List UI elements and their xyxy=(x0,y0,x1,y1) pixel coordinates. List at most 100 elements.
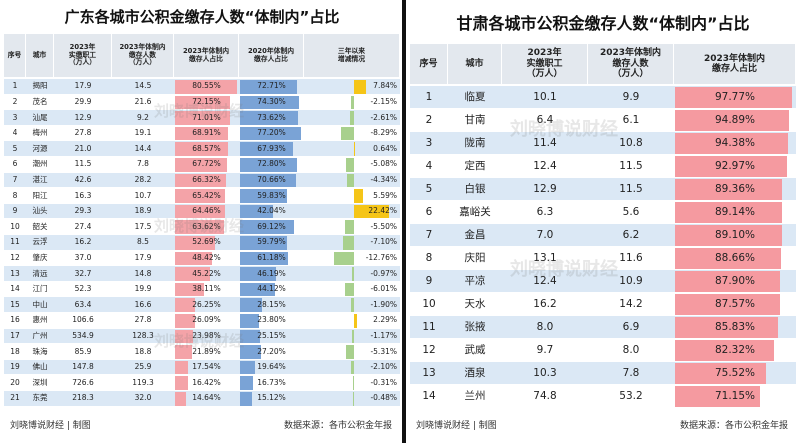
bar xyxy=(353,204,389,219)
table-cell: 江门 xyxy=(32,284,48,294)
table-cell: 88.66% xyxy=(714,252,756,265)
row-background xyxy=(4,391,400,407)
table-cell: 14.2 xyxy=(619,298,643,311)
table-cell: 6.2 xyxy=(622,229,640,242)
table-cell: 14.8 xyxy=(134,268,152,278)
table-cell: 汕尾 xyxy=(32,112,48,122)
table-cell: 32.0 xyxy=(134,393,152,403)
bar xyxy=(175,267,210,281)
table-cell: 61.18% xyxy=(257,253,286,263)
bar xyxy=(175,158,228,172)
table-cell: 11.6 xyxy=(619,252,643,265)
table-cell: -6.01% xyxy=(370,284,397,294)
column-header: 2023年体制内 缴存人数 （万人） xyxy=(588,44,674,84)
bar xyxy=(353,314,358,328)
table-cell: -2.15% xyxy=(370,97,397,107)
column-header: 城市 xyxy=(26,34,54,77)
table-cell: 69.12% xyxy=(257,221,286,231)
table-cell: 82.32% xyxy=(714,344,756,357)
table-cell: 16 xyxy=(10,315,20,325)
table-cell: 15.12% xyxy=(257,393,286,403)
bar xyxy=(350,360,354,375)
row-background xyxy=(4,328,400,345)
table-cell: 5 xyxy=(12,143,18,153)
column-header: 三年以来 增减情况 xyxy=(304,34,400,77)
table-cell: 16.42% xyxy=(192,377,221,387)
table-cell: 22.42% xyxy=(368,206,397,216)
table-cell: 77.20% xyxy=(257,128,286,138)
table-cell: 肇庆 xyxy=(32,253,48,263)
table-cell: -5.50% xyxy=(370,221,397,231)
bar xyxy=(175,126,228,141)
table-cell: 8 xyxy=(12,190,18,200)
table-cell: 89.36% xyxy=(714,183,756,196)
table-cell: 87.90% xyxy=(714,275,756,288)
table-cell: 广州 xyxy=(32,331,48,341)
bar xyxy=(675,294,781,315)
table-cell: 5.59% xyxy=(373,190,397,200)
bar xyxy=(353,392,354,406)
table-cell: 11.5 xyxy=(619,160,643,173)
table-cell: 15 xyxy=(10,299,20,309)
table-cell: 10.9 xyxy=(619,275,643,288)
table-cell: 89.10% xyxy=(714,229,756,242)
bar xyxy=(675,248,782,269)
divider xyxy=(402,0,406,443)
table-cell: 64.46% xyxy=(192,206,221,216)
table-cell: 27.20% xyxy=(257,346,286,356)
table-cell: 38.11% xyxy=(192,284,221,294)
table-cell: 7 xyxy=(425,229,433,242)
table-cell: 12 xyxy=(10,253,20,263)
table-cell: 92.97% xyxy=(714,160,756,173)
table-cell: 1 xyxy=(425,91,433,104)
table-cell: 6.3 xyxy=(536,206,554,219)
table-cell: 12.9 xyxy=(533,183,557,196)
table-cell: 2.29% xyxy=(373,315,397,325)
table-cell: 27.8 xyxy=(74,128,92,138)
bar xyxy=(675,156,787,177)
table-cell: 147.8 xyxy=(72,362,94,372)
table-cell: 深圳 xyxy=(32,377,48,387)
table-cell: 4 xyxy=(12,128,18,138)
table-cell: 12 xyxy=(422,344,436,357)
table-cell: 6 xyxy=(12,159,18,169)
column-header: 序号 xyxy=(410,44,448,84)
bar xyxy=(675,133,789,154)
table-cell: -2.10% xyxy=(370,362,397,372)
row-background xyxy=(4,375,400,391)
bar xyxy=(675,225,782,246)
table-cell: 37.0 xyxy=(74,253,92,263)
table-cell: 14.64% xyxy=(192,393,221,403)
table-cell: 70.66% xyxy=(257,175,286,185)
table-cell: -5.31% xyxy=(370,346,397,356)
table-cell: 11.5 xyxy=(74,159,92,169)
table-cell: 16.2 xyxy=(533,298,557,311)
bar xyxy=(175,392,187,406)
table-cell: 17.54% xyxy=(192,362,221,372)
table-cell: 13 xyxy=(10,268,20,278)
column-header: 2023年体制内 缴存人占比 xyxy=(174,34,239,77)
table-cell: 42.6 xyxy=(74,175,92,185)
table-cell: 23.80% xyxy=(257,315,286,325)
bar xyxy=(675,202,782,223)
bar xyxy=(175,314,196,328)
bar xyxy=(353,80,367,94)
bar xyxy=(175,329,194,344)
table-cell: 11 xyxy=(422,321,436,334)
bar xyxy=(175,360,189,375)
table-cell: 白银 xyxy=(464,183,486,196)
bar xyxy=(175,111,230,125)
table-cell: 29.3 xyxy=(74,206,92,216)
table-cell: 0.64% xyxy=(373,143,397,153)
table-cell: 21 xyxy=(10,393,20,403)
bar xyxy=(675,340,774,361)
table-cell: 8 xyxy=(425,252,433,265)
table-cell: 28.15% xyxy=(257,299,286,309)
table-cell: 16.73% xyxy=(257,377,286,387)
footer-credit: 刘晓博说财经 | 制图 xyxy=(10,421,91,431)
bar xyxy=(240,142,294,156)
table-cell: 18 xyxy=(10,346,20,356)
table-cell: 14 xyxy=(422,390,436,403)
bar xyxy=(240,282,275,297)
table-cell: 8.5 xyxy=(137,237,149,247)
